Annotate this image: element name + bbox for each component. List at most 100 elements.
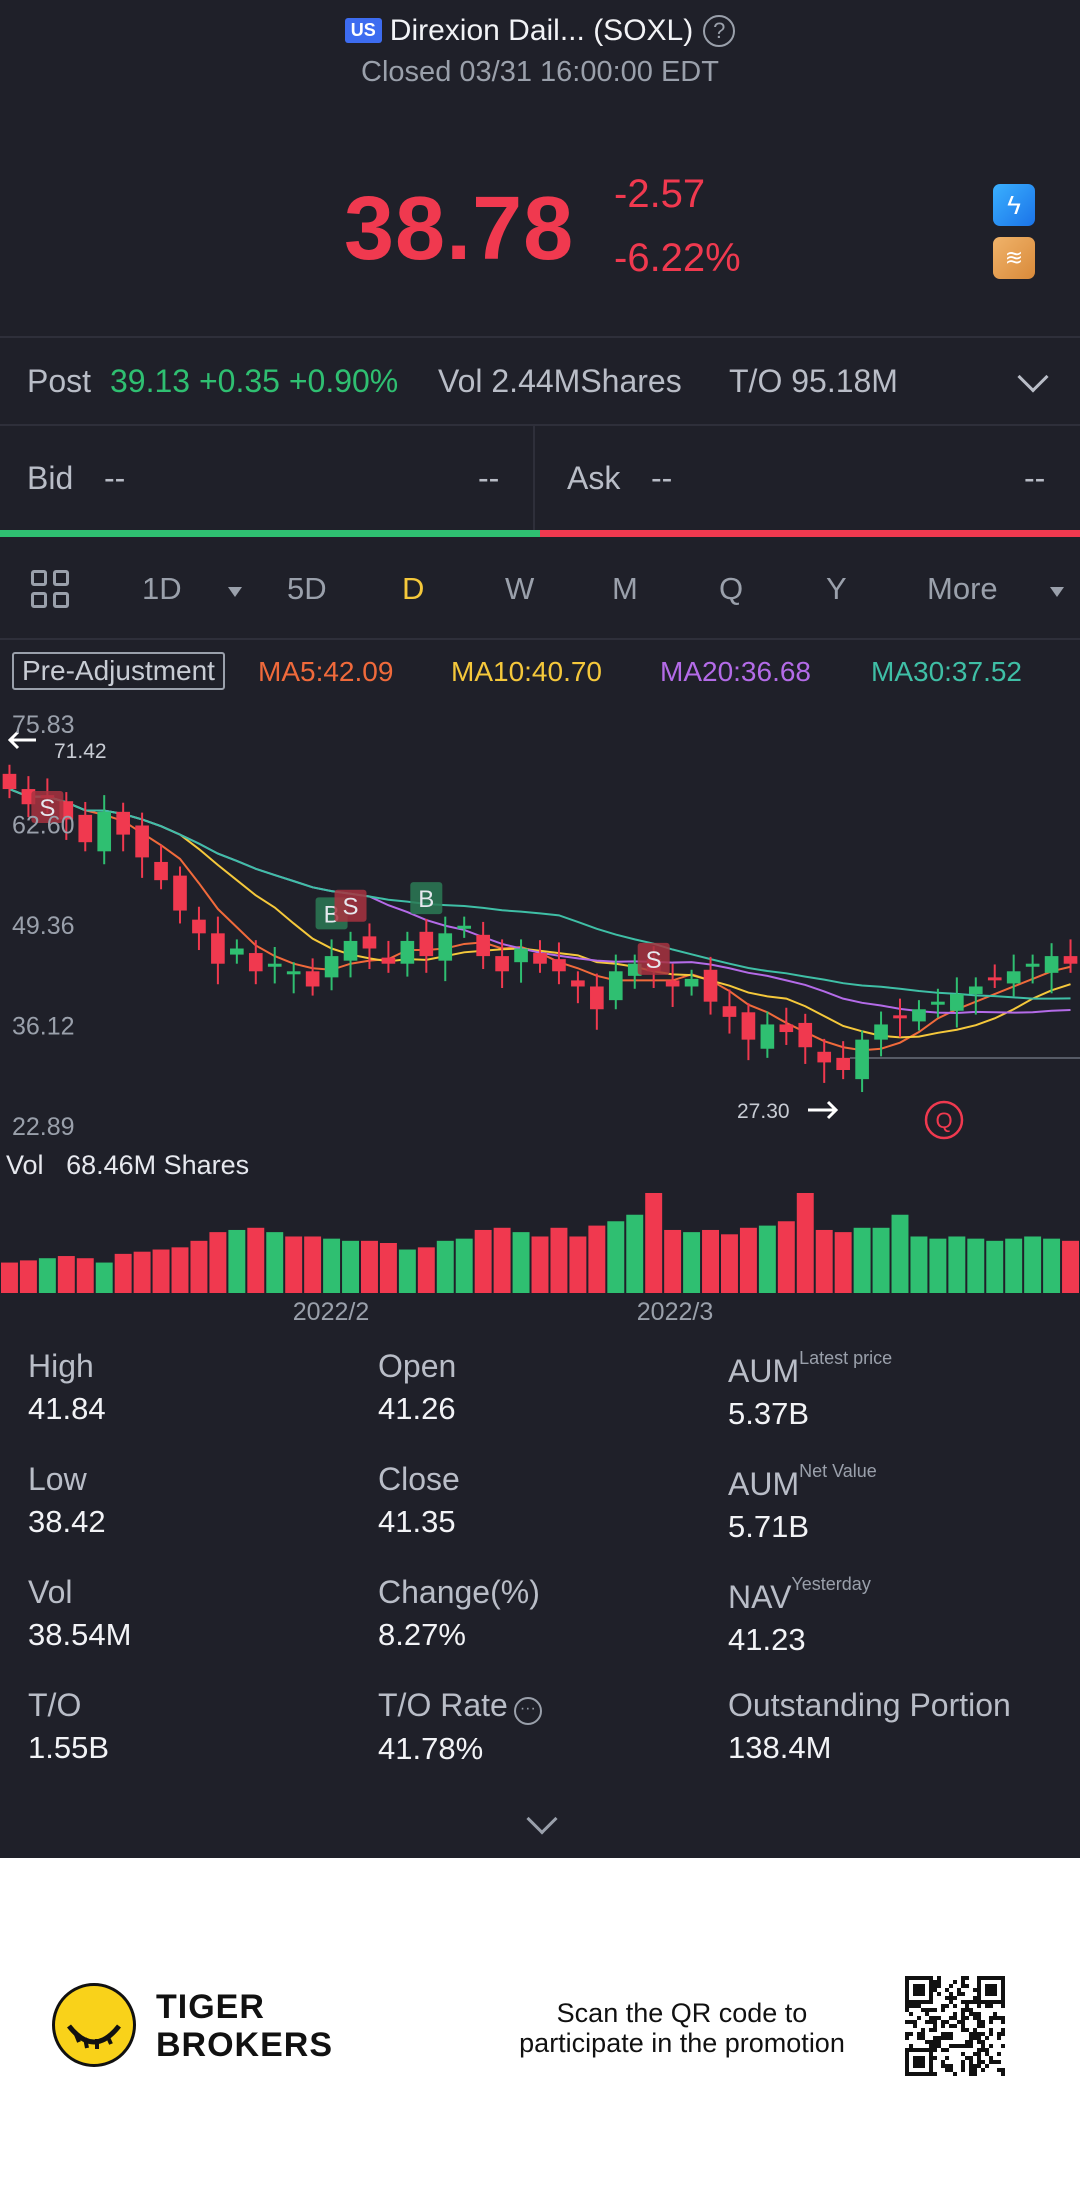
candle-body [457,925,472,929]
tab-year[interactable]: Y [826,571,847,606]
volume-bar [872,1227,890,1293]
volume-label: Vol [6,1150,44,1180]
candle-body [1063,956,1078,964]
ask-price: -- [651,460,673,496]
candle-body [400,940,415,964]
tab-week[interactable]: W [505,571,535,606]
lightning-icon[interactable]: ϟ [993,184,1035,226]
volume-value: 68.46M Shares [66,1150,250,1180]
stat-label: T/O Rate ··· [378,1687,718,1725]
volume-bar [304,1236,322,1293]
volume-bar [702,1229,719,1293]
more-dropdown[interactable] [1050,546,1064,628]
bid-size: -- [478,460,500,496]
layers-icon[interactable]: ≋ [993,237,1035,279]
market-badge: US [344,18,382,43]
post-label: Post [27,363,92,399]
candle-body [305,971,320,987]
trade-marker-bg [334,889,367,922]
trade-marker-label: S [39,795,55,822]
candle-body [987,977,1002,981]
stock-title[interactable]: US Direxion Dail... (SOXL)? [0,14,1080,48]
stat-high: High 41.84 [28,1348,368,1427]
stat-label: High [28,1348,94,1384]
tab-5d[interactable]: 5D [287,571,327,606]
volume-bar [1,1262,18,1293]
volume-bar [57,1256,75,1293]
stat-value: 41.26 [378,1391,456,1426]
stat-outstanding-portion: Outstanding Portion 138.4M [728,1687,1068,1766]
candle-body [665,980,680,987]
candle-body [476,934,490,957]
post-market-row[interactable]: Post 39.13 +0.35 +0.90% Vol 2.44MShares … [0,338,1080,424]
stock-name: Direxion Dail... (SOXL) [389,14,694,47]
stat-label: AUMNet Value [728,1461,877,1502]
candle-body [173,875,187,911]
brand-name: TIGER BROKERS [156,1988,333,2064]
candle-body [286,971,301,975]
candle-body [97,811,112,852]
promo-text: Scan the QR code to participate in the p… [490,1998,874,2058]
volume-bar [285,1236,303,1293]
chevron-down-icon[interactable] [1017,361,1049,393]
promo-footer: TIGER BROKERS Scan the QR code to partic… [0,1858,1080,2191]
ask-ratio-bar [540,530,1080,537]
x-axis-label: 2022/2 [293,1298,369,1320]
candle-body [760,1024,775,1049]
brand-line-2: BROKERS [156,2026,334,2064]
help-icon[interactable]: ? [703,15,736,47]
stat-t-o-rate: T/O Rate ··· 41.78% [378,1687,718,1767]
y-tick-label: 49.36 [12,912,75,940]
price-change-percent: -6.22% [614,236,741,280]
volume-bar [398,1249,416,1293]
volume-bar [626,1214,644,1293]
indicator-row: Pre-Adjustment MA5:42.09 MA10:40.70 MA20… [0,652,1080,692]
tab-1d[interactable]: 1D [142,571,182,606]
tab-1d-dropdown[interactable] [228,546,242,628]
bid-price: -- [104,460,126,496]
volume-bar [171,1247,189,1293]
candle-body [438,933,453,961]
candle-body [552,959,566,972]
tab-day[interactable]: D [402,571,425,606]
candle-body [154,861,168,881]
candle-body [798,1022,813,1048]
stat-low: Low 38.42 [28,1461,368,1540]
tab-month[interactable]: M [612,571,638,606]
ma20-label: MA20:36.68 [660,656,811,687]
tab-quarter[interactable]: Q [719,571,744,606]
stat-aum-latest-price: AUMLatest price 5.37B [728,1348,1068,1432]
trade-marker-label: B [418,886,434,913]
candle-body [2,773,17,790]
stat-value: 38.42 [28,1504,106,1539]
divider [533,426,535,530]
grid-icon[interactable] [31,570,71,610]
bid-label: Bid [27,460,74,496]
candle-body [608,971,623,1001]
stat-value: 38.54M [28,1617,132,1652]
trade-marker-bg [637,942,670,975]
volume-bar [891,1214,909,1293]
volume-bar [664,1229,682,1293]
candle-body [931,1001,945,1005]
volume-bar [815,1229,833,1293]
volume-header: Vol 68.46M Shares [6,1150,249,1181]
post-value: 39.13 +0.35 +0.90% [110,363,399,399]
volume-bar [777,1221,795,1293]
y-tick-label: 62.60 [12,812,75,840]
tab-more[interactable]: More [927,571,998,606]
candle-body [722,1006,737,1017]
x-axis-label: 2022/3 [637,1298,713,1320]
stat-value: 41.23 [728,1622,806,1657]
stat-label: Low [28,1461,87,1497]
candle-body [741,1012,756,1040]
promo-line-2: participate in the promotion [519,2028,845,2058]
pre-adjustment-button[interactable]: Pre-Adjustment [12,652,225,690]
volume-bar [209,1232,227,1293]
stat-label: T/O [28,1687,82,1723]
divider [0,336,1080,338]
more-info-icon[interactable]: ··· [513,1697,542,1725]
bid-ask-row: Bid -- -- Ask -- -- [0,426,1080,530]
trade-marker-label: S [646,947,662,974]
